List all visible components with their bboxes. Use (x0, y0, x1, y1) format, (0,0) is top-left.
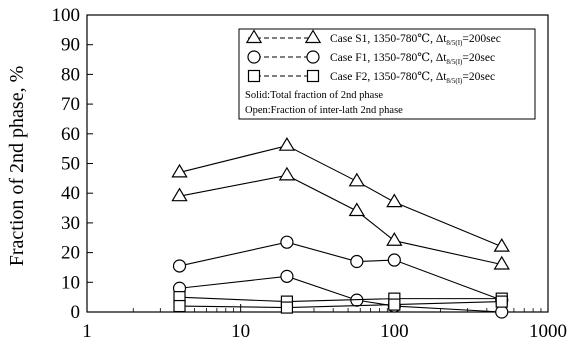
data-point-triangle (348, 202, 365, 217)
data-point-triangle (278, 166, 296, 181)
legend-marker-triangle (245, 29, 263, 44)
legend: Case S1, 1350-780℃, Δt8/5(I)=200sec Case … (238, 28, 536, 120)
y-axis-label: Fraction of 2nd phase, % (6, 66, 28, 267)
legend-label: Case S1, 1350-780℃, Δt8/5(I)=200sec (330, 33, 501, 47)
y-tick-label: 50 (61, 154, 80, 175)
legend-item-triangle: Case S1, 1350-780℃, Δt8/5(I)=200sec (245, 29, 501, 47)
y-tick-label: 80 (61, 64, 80, 85)
series-circle-3 (172, 269, 509, 319)
data-point-triangle (348, 172, 365, 187)
y-tick-label: 10 (61, 272, 80, 293)
data-point-circle (280, 235, 294, 249)
series-square-5 (173, 295, 508, 314)
legend-note-open: Open:Fraction of inter-lath 2nd phase (245, 105, 403, 116)
x-tick-labels: 1 10 100 1000 (82, 321, 567, 342)
y-tick-label: 70 (61, 94, 80, 115)
y-tick-label: 30 (61, 213, 80, 234)
legend-item-circle: Case F1, 1350-780℃, Δt8/5(I)=20sec (247, 50, 495, 66)
legend-items: Case S1, 1350-780℃, Δt8/5(I)=200sec Case … (245, 29, 501, 85)
data-point-circle (172, 259, 187, 273)
data-point-circle (387, 253, 401, 267)
legend-box (238, 28, 536, 120)
series-line (179, 241, 502, 301)
series-triangle-1 (171, 166, 510, 270)
data-point-square (280, 301, 294, 314)
series-square-4 (173, 291, 508, 308)
series-line (179, 174, 502, 266)
x-tick-label: 1000 (529, 321, 567, 342)
data-point-circle (280, 269, 294, 283)
y-tick-label: 100 (52, 5, 81, 26)
legend-marker-square (247, 69, 261, 83)
legend-marker-circle (306, 50, 320, 64)
data-point-triangle (493, 255, 510, 270)
data-point-circle (495, 305, 509, 319)
y-tick-label: 60 (61, 124, 80, 145)
data-point-square (173, 299, 186, 313)
x-tick-label: 10 (231, 321, 250, 342)
y-tick-label: 0 (71, 302, 81, 323)
series-circle-2 (172, 235, 509, 307)
legend-label: Case F1, 1350-780℃, Δt8/5(I)=20sec (330, 52, 495, 66)
series-group (171, 137, 510, 319)
data-point-triangle (386, 193, 403, 208)
y-tick-label: 90 (61, 35, 80, 56)
y-tick-label: 40 (61, 183, 80, 204)
x-tick-label: 1 (82, 321, 92, 342)
series-line (179, 301, 502, 309)
legend-item-square: Case F2, 1350-780℃, Δt8/5(I)=20sec (247, 69, 495, 85)
series-line (179, 296, 502, 303)
data-point-square (495, 295, 508, 308)
y-tick-labels: 0 10 20 30 40 50 60 70 80 90 100 (52, 5, 81, 323)
legend-note-solid: Solid:Total fraction of 2nd phase (245, 90, 383, 101)
data-point-triangle (171, 163, 188, 178)
legend-label: Case F2, 1350-780℃, Δt8/5(I)=20sec (330, 71, 495, 85)
data-point-circle (350, 254, 364, 269)
data-point-triangle (386, 232, 403, 246)
legend-marker-circle (247, 50, 261, 64)
y-tick-label: 20 (61, 243, 80, 264)
series-triangle-0 (171, 137, 510, 252)
data-point-triangle (493, 237, 510, 252)
x-tick-label: 100 (380, 321, 409, 342)
series-line (179, 145, 502, 248)
legend-marker-triangle (304, 29, 322, 44)
data-point-triangle (278, 137, 296, 151)
legend-marker-square (306, 69, 320, 83)
data-point-triangle (171, 187, 188, 202)
data-point-square (388, 298, 401, 311)
